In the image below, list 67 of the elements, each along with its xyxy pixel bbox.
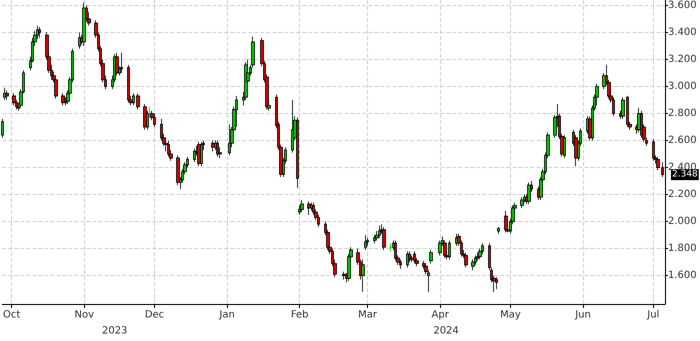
- candlestick: [495, 276, 498, 290]
- x-tick-label: Jun: [574, 310, 591, 320]
- candlestick: [143, 104, 147, 130]
- text: 2023: [102, 326, 128, 336]
- candlestick: [520, 196, 524, 208]
- candlestick: [200, 141, 203, 167]
- x-tick-label: Dec: [144, 310, 164, 320]
- candlestick: [167, 140, 170, 158]
- candlestick: [228, 124, 231, 156]
- candlestick: [216, 140, 219, 158]
- x-tick-label: Nov: [74, 310, 94, 320]
- y-tick-label: 1.600: [668, 270, 697, 282]
- candlestick: [455, 233, 458, 246]
- candlestick: [399, 259, 402, 270]
- candlestick: [382, 226, 386, 250]
- candlestick: [3, 87, 6, 100]
- candlestick: [1, 118, 4, 138]
- candlestick: [291, 100, 294, 154]
- x-tick-label: Jan: [218, 310, 235, 320]
- y-tick-label: 2.200: [668, 189, 697, 200]
- candlestick: [38, 26, 41, 38]
- x-tick-label: Mar: [358, 310, 378, 320]
- y-tick-label: 3.600: [668, 0, 697, 11]
- candlestick: [389, 242, 393, 252]
- candlestick: [476, 252, 479, 262]
- y-tick-label: 1.800: [668, 243, 697, 254]
- candlestick: [464, 252, 468, 268]
- y-tick-label: 2.600: [668, 135, 697, 146]
- candlestick: [127, 64, 130, 104]
- candlestick: [176, 154, 180, 186]
- candlestick: [307, 200, 311, 216]
- x-tick-label: Jul: [646, 310, 660, 320]
- y-tick-label: 3.000: [668, 80, 697, 92]
- candlestick: [5, 90, 9, 100]
- candlestick: [211, 140, 215, 152]
- x-tick-label: May: [500, 310, 521, 320]
- candlestick: [78, 32, 81, 50]
- candlestick: [296, 117, 299, 188]
- x-tick-label: Apr: [432, 310, 450, 320]
- candlestick: [406, 250, 409, 268]
- candlestick: [652, 138, 655, 162]
- x-tick-label: Feb: [290, 310, 309, 320]
- candlestick: [429, 250, 433, 264]
- candlestick: [504, 210, 508, 233]
- candlestick: [640, 110, 643, 138]
- candlestick: [413, 250, 416, 264]
- text: 2024: [433, 326, 459, 336]
- candlestick: [410, 254, 414, 263]
- candlestick: [300, 200, 304, 213]
- candlestick: [153, 113, 156, 128]
- candlestick: [364, 234, 367, 250]
- candlestick: [497, 226, 500, 234]
- candlestick: [471, 259, 475, 271]
- x-tick-label: Oct: [2, 310, 20, 320]
- candlestick: [12, 92, 16, 106]
- candlestick: [373, 234, 376, 244]
- y-tick-label: 3.400: [668, 26, 697, 38]
- y-tick-label: 3.200: [668, 54, 697, 65]
- candlestick: [527, 182, 531, 204]
- candlestick: [366, 237, 369, 246]
- y-tick-label: 2.800: [668, 108, 697, 119]
- candlestick: [310, 202, 313, 212]
- candlestick: [563, 134, 566, 158]
- y-tick-label: 2.000: [668, 216, 697, 228]
- candlestick: [136, 92, 140, 110]
- candlestick: [361, 259, 365, 292]
- candlestick: [394, 240, 397, 262]
